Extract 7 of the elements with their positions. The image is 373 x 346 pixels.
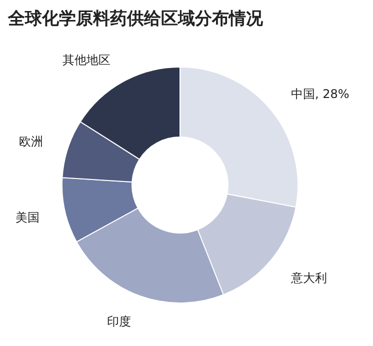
slice-label: 中国, 28%: [290, 87, 350, 102]
slice-label: 其他地区: [62, 52, 111, 67]
slice-label: 意大利: [290, 270, 327, 285]
slice-label: 印度: [107, 314, 132, 328]
slice-label: 美国: [15, 210, 40, 224]
slice-label: 欧洲: [19, 134, 44, 148]
chart-title: 全球化学原料药供给区域分布情况: [7, 9, 264, 29]
